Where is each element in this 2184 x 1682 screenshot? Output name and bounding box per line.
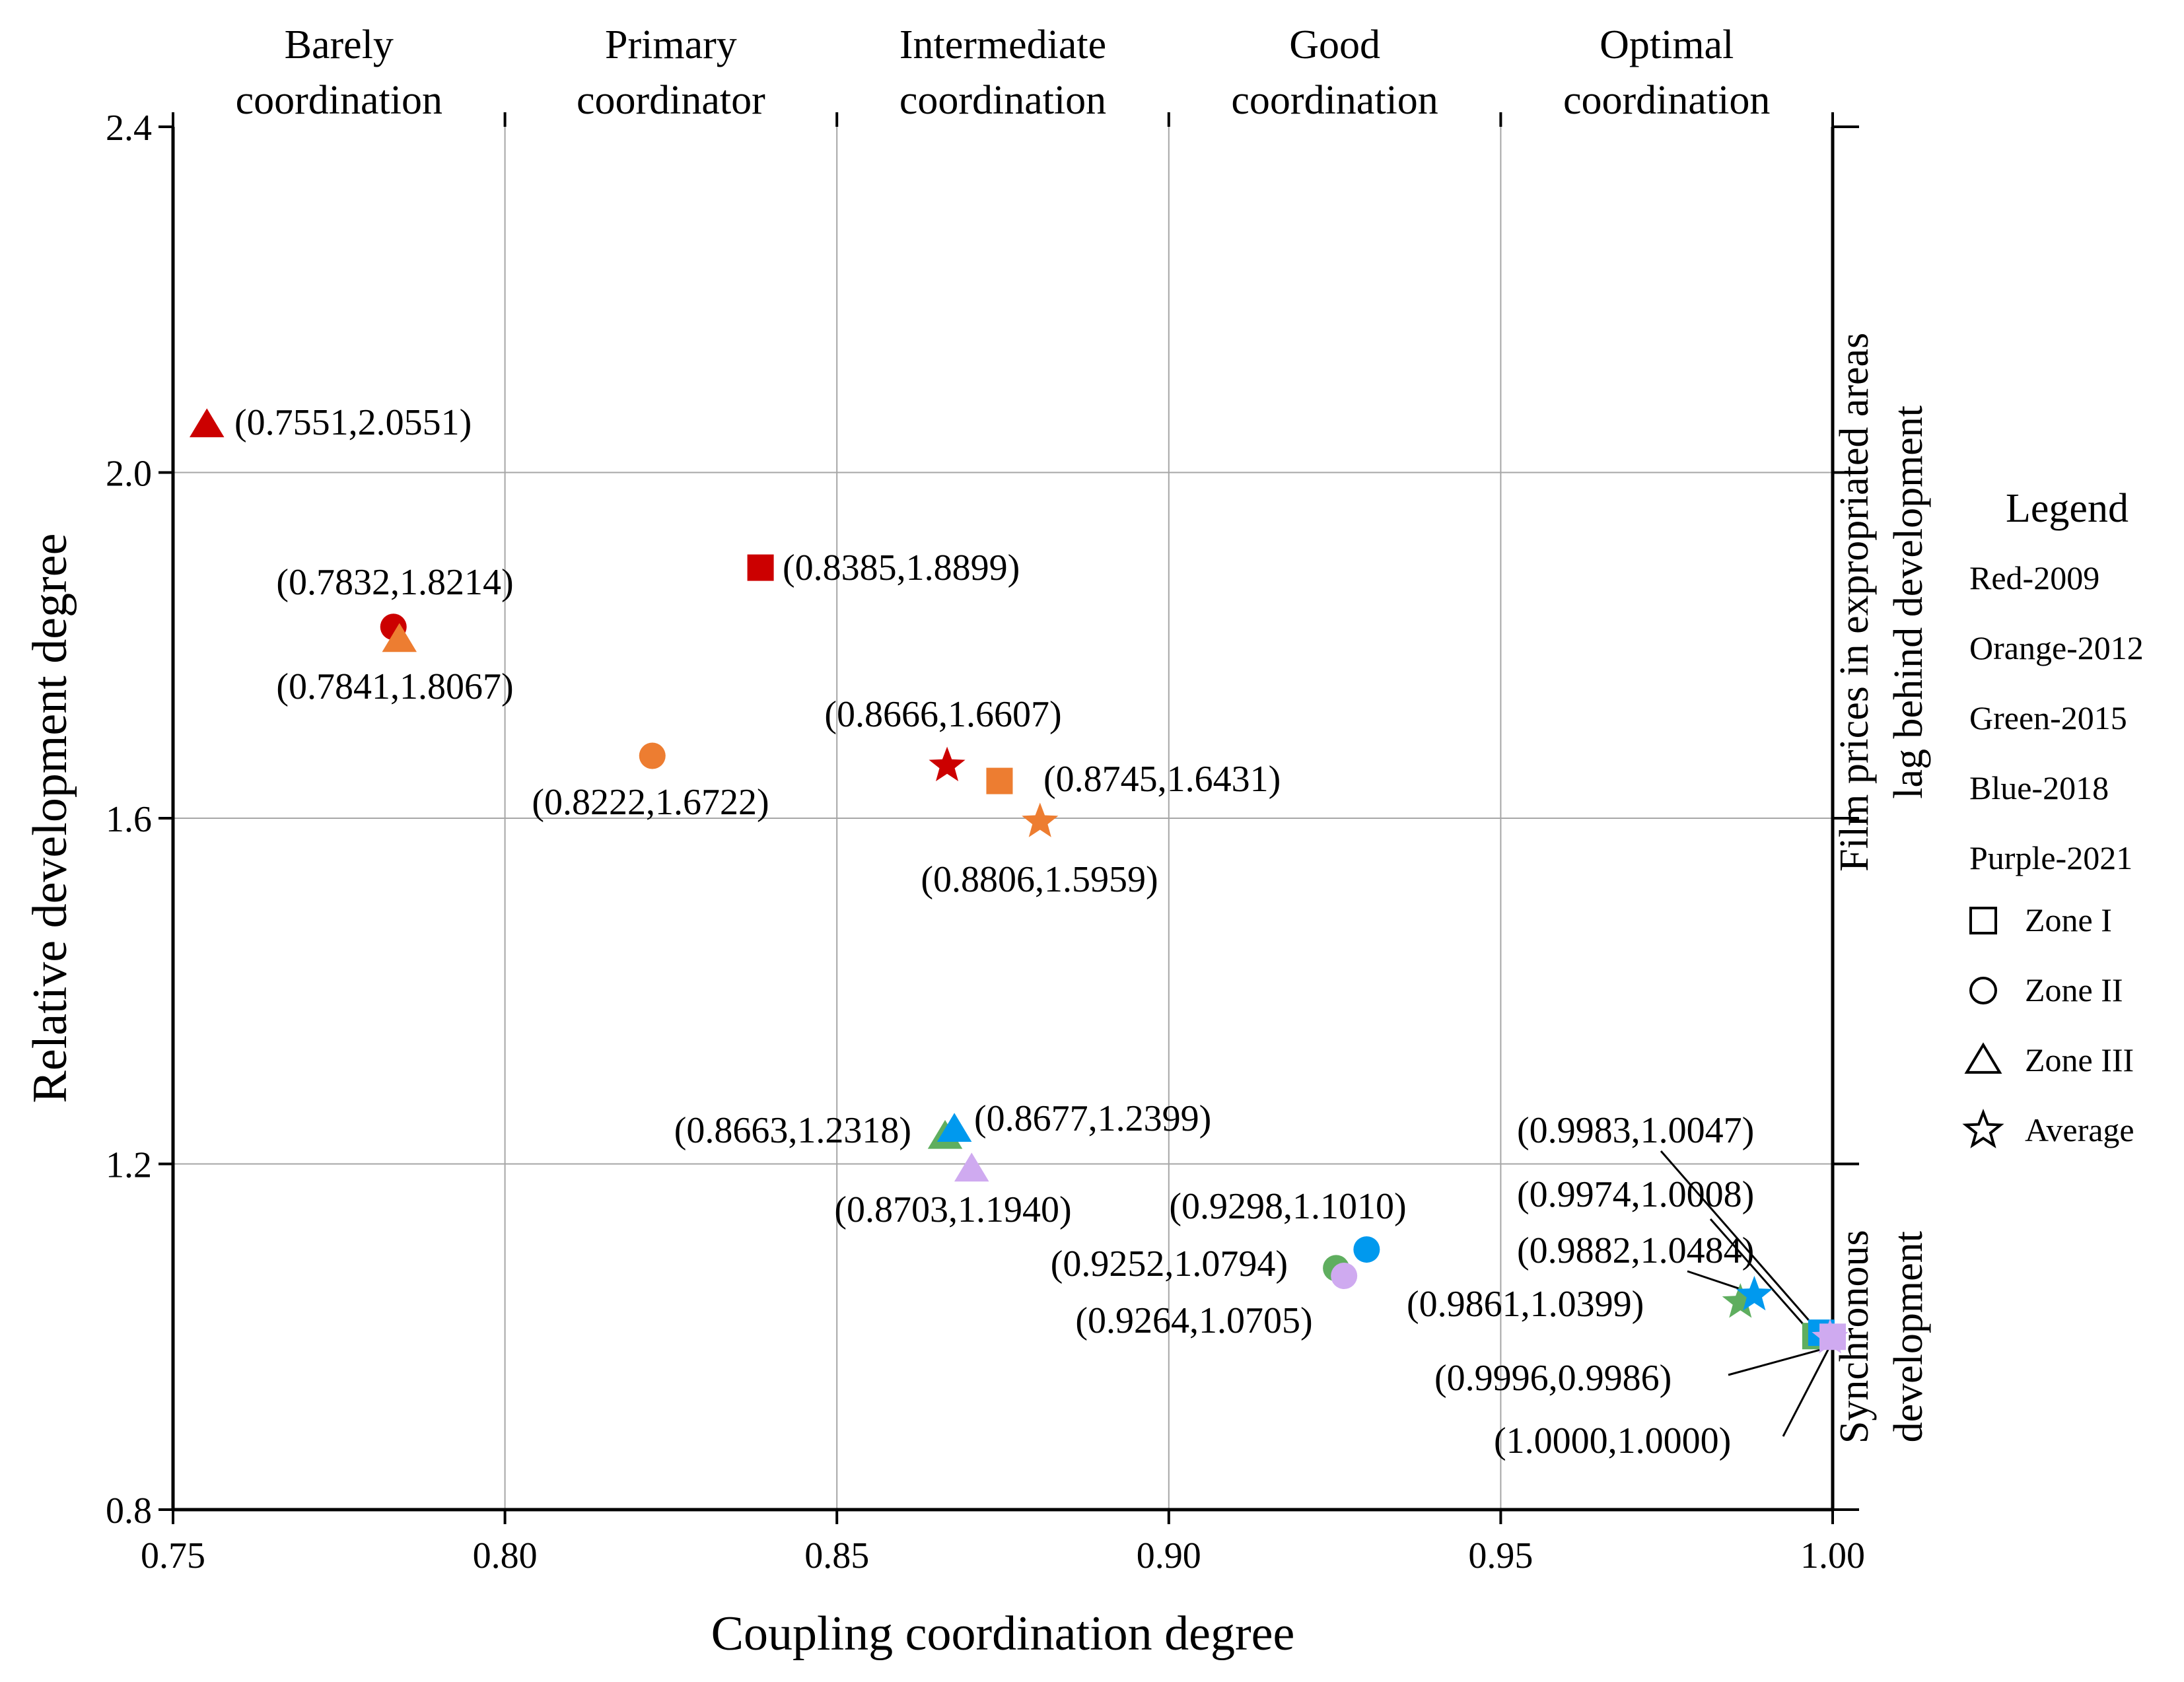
top-category-label: coordination bbox=[899, 78, 1106, 123]
legend-color-entry: Blue-2018 bbox=[1969, 769, 2109, 806]
gridlines bbox=[173, 127, 1833, 1510]
data-label: (0.9974,1.0008) bbox=[1517, 1174, 1754, 1215]
legend-color-entry: Orange-2012 bbox=[1969, 629, 2144, 666]
data-point-square bbox=[1819, 1323, 1846, 1350]
plot-frame bbox=[159, 112, 1859, 1524]
top-category-label: Optimal bbox=[1600, 22, 1734, 67]
data-label: (0.8806,1.5959) bbox=[921, 859, 1158, 900]
chart-text: 0.75 0.80 0.85 0.90 0.95 1.00 0.8 1.2 1.6 2.0 2.4 C… bbox=[23, 22, 1931, 1661]
legend-color-entry: Purple-2021 bbox=[1969, 839, 2132, 876]
top-category-label: coordination bbox=[236, 78, 442, 123]
data-label: (0.8745,1.6431) bbox=[1043, 759, 1281, 800]
top-category-label: Barely bbox=[285, 22, 394, 67]
legend-square-icon bbox=[1969, 907, 1997, 934]
top-category-label: coordination bbox=[1563, 78, 1770, 123]
data-label: (0.7551,2.0551) bbox=[234, 402, 472, 443]
y-tick-label: 2.0 bbox=[106, 454, 152, 495]
data-markers bbox=[190, 408, 1849, 1354]
data-label: (0.8666,1.6607) bbox=[824, 694, 1061, 735]
x-tick-label: 0.95 bbox=[1468, 1535, 1533, 1576]
data-point-triangle bbox=[954, 1152, 989, 1182]
leader-line bbox=[1782, 1343, 1833, 1437]
top-category-label: coordinator bbox=[577, 78, 765, 123]
data-label: (0.9298,1.1010) bbox=[1169, 1186, 1406, 1227]
x-tick-label: 1.00 bbox=[1800, 1535, 1865, 1576]
data-label: (0.9252,1.0794) bbox=[1051, 1244, 1288, 1284]
data-label: (1.0000,1.0000) bbox=[1494, 1420, 1731, 1461]
legend-triangle-icon bbox=[1964, 1042, 2002, 1074]
legend-color-entry: Red-2009 bbox=[1969, 559, 2099, 596]
right-region-label: Synchronous bbox=[1832, 1230, 1877, 1444]
legend-star-icon bbox=[1962, 1108, 2004, 1148]
data-label: (0.7841,1.8067) bbox=[276, 666, 513, 707]
x-axis-title: Coupling coordination degree bbox=[711, 1607, 1295, 1661]
legend-shape-entry: Average bbox=[2025, 1111, 2134, 1148]
data-label: (0.9264,1.0705) bbox=[1075, 1300, 1312, 1341]
data-point-square bbox=[986, 767, 1013, 794]
x-tick-label: 0.90 bbox=[1137, 1535, 1201, 1576]
x-tick-label: 0.80 bbox=[473, 1535, 538, 1576]
y-tick-label: 1.6 bbox=[106, 799, 152, 840]
leader-line bbox=[1660, 1150, 1819, 1331]
y-tick-label: 0.8 bbox=[106, 1490, 152, 1531]
data-label: (0.8663,1.2318) bbox=[674, 1110, 911, 1151]
top-category-label: Primary bbox=[605, 22, 737, 67]
y-tick-label: 1.2 bbox=[106, 1145, 152, 1186]
right-region-label: Film prices in expropriated areas bbox=[1832, 333, 1877, 872]
data-label: (0.9983,1.0047) bbox=[1517, 1110, 1754, 1151]
legend-color-entry: Green-2015 bbox=[1969, 699, 2127, 736]
data-label: (0.8677,1.2399) bbox=[974, 1098, 1211, 1139]
data-point-star bbox=[1722, 1283, 1759, 1318]
data-point-star bbox=[1022, 802, 1059, 837]
legend-shape-entry: Zone I bbox=[2025, 901, 2112, 938]
data-point-star bbox=[929, 746, 966, 781]
data-label: (0.9861,1.0399) bbox=[1407, 1284, 1644, 1325]
x-tick-label: 0.85 bbox=[804, 1535, 869, 1576]
data-label: (0.9996,0.9986) bbox=[1434, 1358, 1672, 1399]
right-region-label: lag behind development bbox=[1886, 405, 1931, 799]
leader-line bbox=[1709, 1218, 1812, 1335]
top-category-label: Good bbox=[1289, 22, 1380, 67]
data-point-circle bbox=[1353, 1236, 1380, 1263]
data-label: (0.8385,1.8899) bbox=[783, 547, 1020, 588]
y-tick-label: 2.4 bbox=[106, 108, 152, 149]
legend: Legend Red-2009 Orange-2012 Green-2015 Blue-… bbox=[1962, 486, 2144, 1148]
data-point-triangle bbox=[936, 1113, 972, 1142]
top-category-label: coordination bbox=[1231, 78, 1438, 123]
leader-line bbox=[1728, 1347, 1825, 1376]
legend-circle-icon bbox=[1969, 977, 1997, 1004]
x-tick-label: 0.75 bbox=[141, 1535, 205, 1576]
legend-shape-entry: Zone III bbox=[2025, 1041, 2134, 1078]
data-point-triangle bbox=[382, 623, 417, 652]
y-axis-title: Relative development degree bbox=[23, 534, 77, 1104]
data-point-star bbox=[1736, 1275, 1773, 1311]
legend-title: Legend bbox=[2006, 486, 2129, 531]
data-point-triangle bbox=[190, 408, 225, 438]
data-point-circle bbox=[1331, 1262, 1358, 1289]
data-label: (0.7832,1.8214) bbox=[276, 562, 513, 603]
data-point-circle bbox=[639, 742, 666, 769]
right-region-label: development bbox=[1886, 1231, 1931, 1442]
legend-shape-entry: Zone II bbox=[2025, 971, 2123, 1008]
data-label: (0.8703,1.1940) bbox=[834, 1189, 1071, 1230]
data-label: (0.9882,1.0484) bbox=[1517, 1230, 1754, 1271]
top-category-label: Intermediate bbox=[899, 22, 1106, 67]
data-point-square bbox=[747, 554, 774, 581]
data-label: (0.8222,1.6722) bbox=[532, 782, 769, 823]
